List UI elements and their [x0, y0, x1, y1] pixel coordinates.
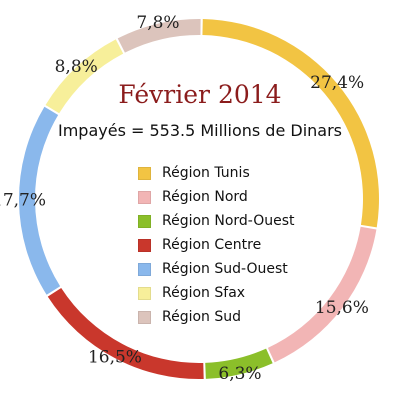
legend-item-r-gion-sfax: Région Sfax	[138, 281, 295, 305]
slice-r-gion-centre	[47, 287, 204, 379]
slice-r-gion-sud-ouest	[18, 106, 61, 295]
slice-r-gion-sfax	[45, 39, 124, 114]
slice-label-r-gion-centre: 16,5%	[88, 348, 142, 368]
legend-item-r-gion-nord: Région Nord	[138, 185, 295, 209]
legend-item-r-gion-tunis: Région Tunis	[138, 161, 295, 185]
slice-label-r-gion-sfax: 8,8%	[55, 57, 98, 77]
slice-label-r-gion-nord-ouest: 6,3%	[218, 364, 261, 384]
chart-legend: Région Tunis Région Nord Région Nord-Ouest…	[138, 161, 295, 329]
legend-swatch-r-gion-centre	[138, 238, 151, 252]
legend-label-r-gion-centre: Région Centre	[162, 237, 262, 253]
slice-label-r-gion-tunis: 27,4%	[310, 73, 364, 93]
legend-item-r-gion-centre: Région Centre	[138, 233, 295, 257]
chart-subtitle: Impayés = 553.5 Millions de Dinars	[57, 121, 343, 140]
slice-r-gion-nord-ouest	[205, 348, 273, 379]
slice-label-r-gion-nord: 15,6%	[315, 298, 369, 318]
slices-layer	[18, 19, 379, 379]
slice-r-gion-tunis	[202, 19, 379, 228]
legend-label-r-gion-sfax: Région Sfax	[162, 285, 246, 301]
legend-label-r-gion-nord-ouest: Région Nord-Ouest	[162, 213, 295, 229]
slice-label-r-gion-sud-ouest: 17,7%	[0, 191, 46, 211]
labels-layer: 27,4% 15,6% 6,3% 16,5% 17,7% 8,8% 7,8%	[0, 13, 369, 384]
legend-swatch-r-gion-nord-ouest	[138, 214, 151, 228]
legend-swatch-r-gion-sud-ouest	[138, 262, 151, 276]
legend-swatch-r-gion-sfax	[138, 286, 151, 300]
legend-swatch-r-gion-nord	[138, 190, 151, 204]
slice-r-gion-nord	[267, 226, 377, 363]
slice-label-r-gion-sud: 7,8%	[136, 13, 179, 33]
legend-item-r-gion-sud: Région Sud	[138, 305, 295, 329]
legend-label-r-gion-tunis: Région Tunis	[162, 165, 250, 181]
legend-item-r-gion-nord-ouest: Région Nord-Ouest	[138, 209, 295, 233]
legend-label-r-gion-sud-ouest: Région Sud-Ouest	[162, 261, 288, 277]
legend-swatch-r-gion-sud	[138, 310, 151, 324]
legend-label-r-gion-sud: Région Sud	[162, 309, 242, 325]
legend-swatch-r-gion-tunis	[138, 166, 151, 180]
legend-item-r-gion-sud-ouest: Région Sud-Ouest	[138, 257, 295, 281]
slice-r-gion-sud	[117, 19, 201, 53]
legend-label-r-gion-nord: Région Nord	[162, 189, 248, 205]
chart-title: Février 2014	[118, 80, 282, 109]
